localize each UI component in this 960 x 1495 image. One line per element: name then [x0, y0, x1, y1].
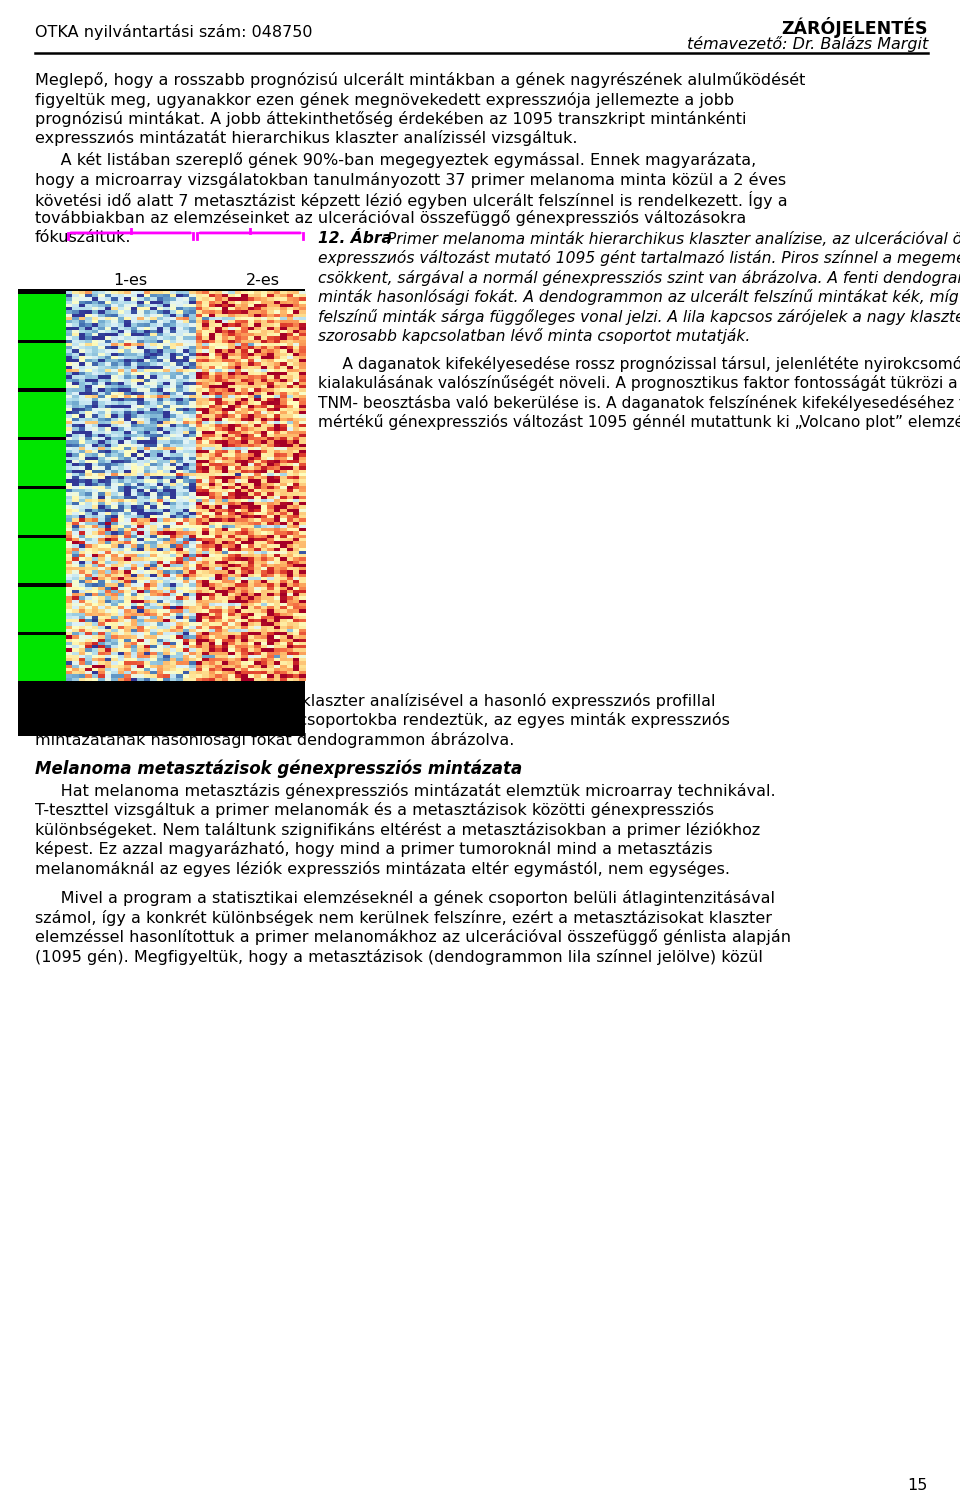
- Text: TNM- beosztásba való bekerülése is. A daganatok felszínének kifekélyesedéséhez t: TNM- beosztásba való bekerülése is. A da…: [318, 395, 960, 411]
- Text: hogy a microarray vizsgálatokban tanulmányozott 37 primer melanoma minta közül a: hogy a microarray vizsgálatokban tanulmá…: [35, 172, 786, 187]
- Text: T-teszttel vizsgáltuk a primer melanomák és a metasztázisok közötti génexpresszi: T-teszttel vizsgáltuk a primer melanomák…: [35, 803, 714, 818]
- Text: csökkent, sárgával a normál génexpressziós szint van ábrázolva. A fenti dendogra: csökkent, sárgával a normál génexpresszi…: [318, 271, 960, 286]
- Text: 1-es: 1-es: [113, 274, 147, 289]
- Text: ZÁRÓJELENTÉS: ZÁRÓJELENTÉS: [781, 16, 928, 37]
- Text: Hat melanoma metasztázis génexpressziós mintázatát elemztük microarray technikáv: Hat melanoma metasztázis génexpressziós …: [35, 783, 776, 798]
- Text: továbbiakban az elemzéseinket az ulcerációval összefüggő génexpressziós változás: továbbiakban az elemzéseinket az ulcerác…: [35, 211, 746, 227]
- Text: 15: 15: [907, 1479, 928, 1494]
- Text: (1095 gén). Megfigyeltük, hogy a metasztázisok (dendogrammon lila színnel jelölv: (1095 gén). Megfigyeltük, hogy a metaszt…: [35, 949, 763, 964]
- Text: fókuszáltuk.: fókuszáltuk.: [35, 230, 132, 245]
- Text: OTKA nyilvántartási szám: 048750: OTKA nyilvántartási szám: 048750: [35, 24, 313, 40]
- Text: követési idő alatt 7 metasztázist képzett lézió egyben ulcerált felszínnel is re: követési idő alatt 7 metasztázist képzet…: [35, 191, 787, 209]
- Text: számol, így a konkrét különbségek nem kerülnek felszínre, ezért a metasztázisoka: számol, így a konkrét különbségek nem ke…: [35, 910, 772, 925]
- Text: mintázatának hasonlósági fokát dendogrammon ábrázolva.: mintázatának hasonlósági fokát dendogram…: [35, 733, 515, 748]
- Text: rendelkező géneket és mintákat csoportokba rendeztük, az egyes minták expresszиó: rendelkező géneket és mintákat csoportok…: [35, 713, 730, 728]
- Text: képest. Ez azzal magyarázható, hogy mind a primer tumoroknál mind a metasztázis: képest. Ez azzal magyarázható, hogy mind…: [35, 842, 712, 858]
- Text: A génlista valamint a daganatok klaszter analízisével a hasonló expresszиós prof: A génlista valamint a daganatok klaszter…: [35, 692, 715, 709]
- Text: figyeltük meg, ugyanakkor ezen gének megnövekedett expresszиója jellemezte a job: figyeltük meg, ugyanakkor ezen gének meg…: [35, 91, 734, 108]
- Text: témavezető: Dr. Balázs Margit: témavezető: Dr. Balázs Margit: [686, 36, 928, 52]
- Text: expresszиós változást mutató 1095 gént tartalmazó listán. Piros színnel a megeme: expresszиós változást mutató 1095 gént t…: [318, 250, 960, 266]
- Bar: [18, 289, 305, 736]
- Text: melanomáknál az egyes léziók expressziós mintázata eltér egymástól, nem egységes: melanomáknál az egyes léziók expressziós…: [35, 861, 730, 878]
- Text: minták hasonlósági fokát. A dendogrammon az ulcerált felszínű mintákat kék, míg : minták hasonlósági fokát. A dendogrammon…: [318, 290, 960, 305]
- Text: A daganatok kifekélyesedése rossz prognózissal társul, jelenlététe nyirokcsomó á: A daganatok kifekélyesedése rossz prognó…: [318, 356, 960, 372]
- Text: 2-es: 2-es: [246, 274, 280, 289]
- Text: Melanoma metasztázisok génexpressziós mintázata: Melanoma metasztázisok génexpressziós mi…: [35, 759, 522, 777]
- Text: szorosabb kapcsolatban lévő minta csoportot mutatják.: szorosabb kapcsolatban lévő minta csopor…: [318, 329, 751, 344]
- Text: prognózisú mintákat. A jobb áttekinthetőség érdekében az 1095 transzkript mintán: prognózisú mintákat. A jobb áttekinthető…: [35, 111, 747, 127]
- Text: elemzéssel hasonlítottuk a primer melanomákhoz az ulcerációval összefüggő génlis: elemzéssel hasonlítottuk a primer melano…: [35, 930, 791, 945]
- Text: felszínű minták sárga függőleges vonal jelzi. A lila kapcsos zárójelek a nagy kl: felszínű minták sárga függőleges vonal j…: [318, 309, 960, 324]
- Text: A két listában szereplő gének 90%-ban megegyeztek egymással. Ennek magyarázata,: A két listában szereplő gének 90%-ban me…: [35, 152, 756, 167]
- Text: mértékű génexpressziós változást 1095 génnél mutattunk ki „Volcano plot” elemzés: mértékű génexpressziós változást 1095 gé…: [318, 414, 960, 431]
- Text: expresszиós mintázatát hierarchikus klaszter analízissél vizsgáltuk.: expresszиós mintázatát hierarchikus klas…: [35, 130, 578, 147]
- Text: Meglepő, hogy a rosszabb prognózisú ulcerált mintákban a gének nagyrészének alul: Meglepő, hogy a rosszabb prognózisú ulce…: [35, 72, 805, 88]
- Text: 12. Ábra: 12. Ábra: [318, 230, 392, 245]
- Text: különbségeket. Nem találtunk szignifikáns eltérést a metasztázisokban a primer l: különbségeket. Nem találtunk szignifikán…: [35, 822, 760, 837]
- Text: Mivel a program a statisztikai elemzéseknél a gének csoporton belüli átlagintenz: Mivel a program a statisztikai elemzések…: [35, 891, 775, 906]
- Text: kialakulásának valószínűségét növeli. A prognosztikus faktor fontosságát tükrözi: kialakulásának valószínűségét növeli. A …: [318, 375, 960, 392]
- Text: Primer melanoma minták hierarchikus klaszter analízise, az ulcerációval összefüg: Primer melanoma minták hierarchikus klas…: [382, 230, 960, 247]
